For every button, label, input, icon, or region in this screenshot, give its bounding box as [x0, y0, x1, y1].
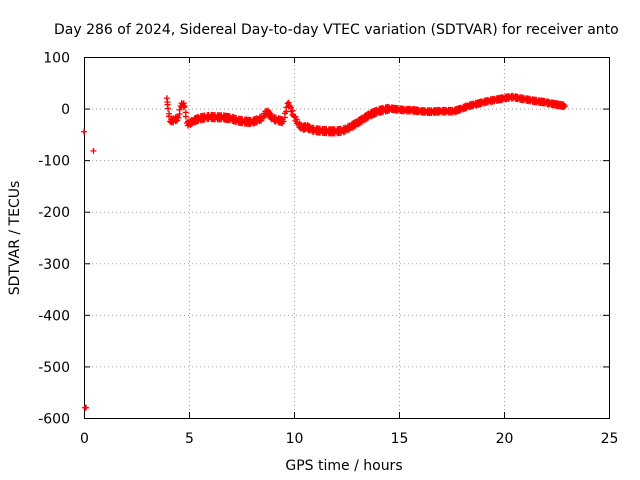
data-point-dense — [385, 108, 392, 115]
data-point-dense — [182, 113, 189, 120]
y-tick-label: 100 — [43, 51, 70, 67]
data-point-dense — [262, 112, 269, 119]
data-point — [83, 404, 90, 411]
data-point-dense — [560, 104, 567, 111]
data-point-dense — [364, 115, 371, 122]
y-tick-label: -500 — [38, 360, 70, 376]
data-point-dense — [164, 101, 171, 108]
grid-lines — [84, 57, 609, 418]
data-point — [90, 147, 97, 154]
data-point-dense — [166, 113, 173, 120]
y-tick-label: -200 — [38, 205, 70, 221]
data-points — [81, 92, 568, 411]
x-tick-label: 20 — [496, 431, 514, 447]
data-point-dense — [281, 114, 288, 121]
y-tick-label: -300 — [38, 257, 70, 273]
axis-ticks: 0 5 10 15 20 25 100 0 -100 -200 -300 -400 -500 -600 — [38, 51, 618, 448]
data-point-dense — [254, 119, 261, 126]
data-point-dense — [351, 123, 358, 130]
plot-frame — [84, 57, 610, 419]
chart-title: Day 286 of 2024, Sidereal Day-to-day VTE… — [54, 22, 619, 38]
x-tick-label: 15 — [391, 431, 409, 447]
x-tick-label: 10 — [286, 431, 304, 447]
x-tick-label: 0 — [80, 431, 89, 447]
data-point-dense — [174, 117, 181, 124]
y-axis-label: SDTVAR / TECUs — [7, 181, 23, 296]
data-point-dense — [180, 104, 187, 111]
data-point-dense — [357, 119, 364, 126]
data-point-dense — [279, 120, 286, 127]
y-tick-label: -400 — [38, 308, 70, 324]
y-tick-label: -100 — [38, 154, 70, 170]
y-tick-label: 0 — [61, 102, 70, 118]
x-axis-label: GPS time / hours — [285, 458, 402, 474]
data-point — [181, 102, 188, 109]
data-point — [81, 128, 87, 135]
data-point-dense — [258, 117, 265, 124]
data-point-dense — [272, 118, 279, 125]
data-point-dense — [176, 110, 183, 117]
y-tick-label: -600 — [38, 412, 70, 428]
x-tick-label: 25 — [601, 431, 619, 447]
x-tick-label: 5 — [185, 431, 194, 447]
